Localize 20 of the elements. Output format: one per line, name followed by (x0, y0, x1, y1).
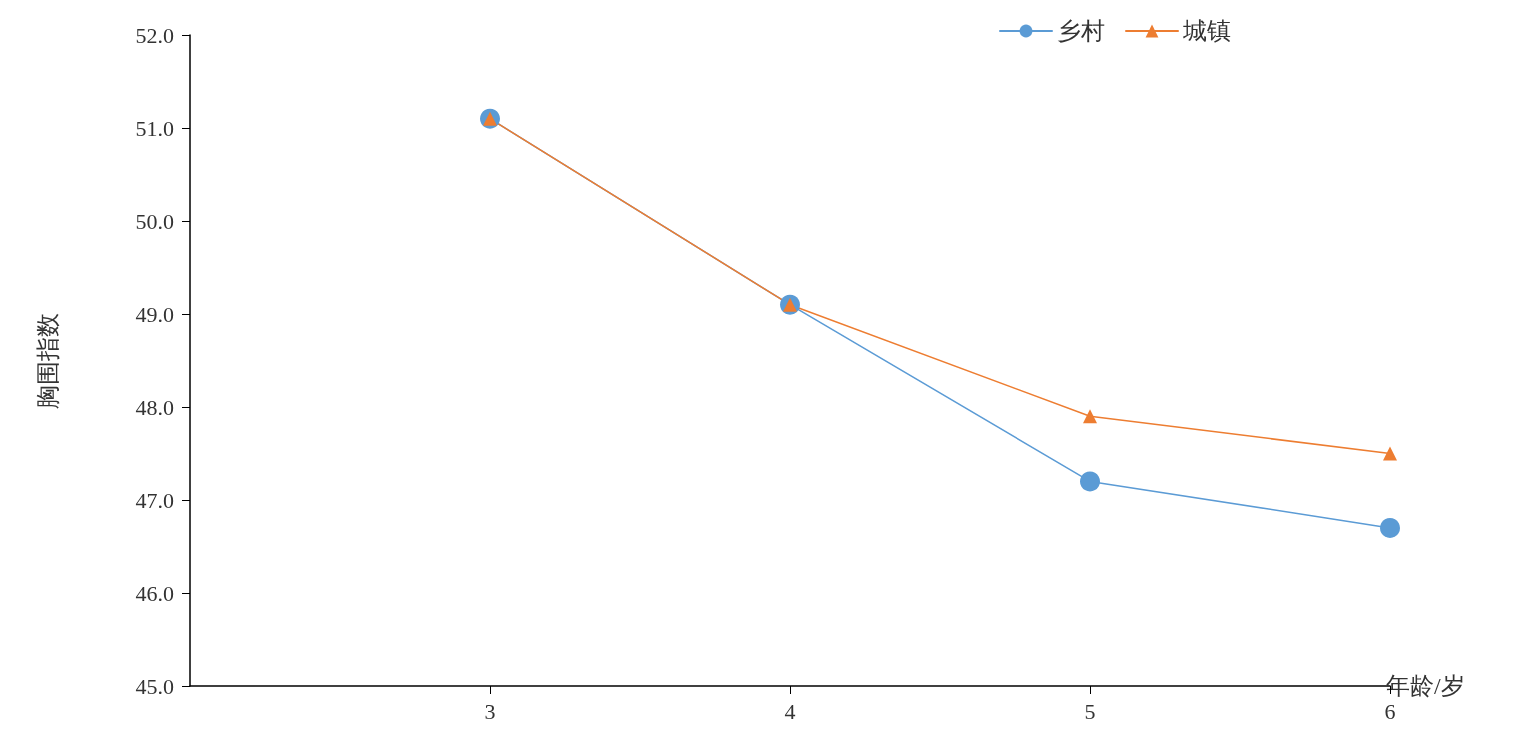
y-tick-label: 50.0 (135, 208, 174, 234)
legend-label: 城镇 (1182, 18, 1231, 44)
point (1083, 409, 1097, 424)
y-tick-label: 45.0 (135, 673, 174, 699)
y-axis-title: 胸围指数 (35, 312, 61, 409)
x-axis-title: 年龄/岁 (1386, 673, 1465, 699)
x-tick-label: 6 (1384, 698, 1396, 724)
y-tick-label: 47.0 (135, 487, 174, 513)
point (1383, 446, 1397, 461)
legend-label: 乡村 (1057, 18, 1105, 44)
point (1380, 517, 1400, 538)
y-tick-label: 51.0 (135, 115, 174, 141)
y-tick-label: 46.0 (135, 580, 174, 606)
y-tick-label: 52.0 (135, 22, 174, 48)
point (1080, 471, 1100, 492)
y-tick-label: 49.0 (135, 301, 174, 327)
x-tick-label: 5 (1084, 698, 1096, 724)
x-tick-label: 4 (784, 698, 796, 724)
x-tick-label: 3 (484, 698, 496, 724)
y-tick-label: 48.0 (135, 394, 174, 420)
